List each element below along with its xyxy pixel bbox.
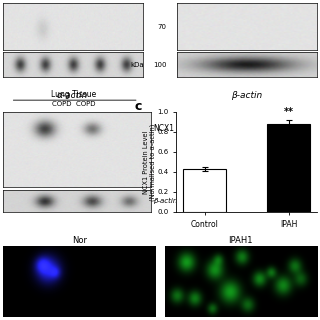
Text: Lung Tissue: Lung Tissue	[51, 90, 97, 99]
Text: COPD  COPD: COPD COPD	[52, 101, 96, 107]
Bar	[267, 124, 310, 212]
Title: IPAH1: IPAH1	[228, 236, 253, 245]
Text: β-actin: β-actin	[154, 198, 178, 204]
Text: B: B	[0, 225, 1, 238]
Y-axis label: NCX1 Protein Level
(Normalised to α-actin): NCX1 Protein Level (Normalised to α-acti…	[143, 123, 156, 201]
Text: c: c	[134, 100, 142, 113]
Text: 100: 100	[153, 62, 166, 68]
Text: kDa: kDa	[130, 62, 144, 68]
Title: Nor: Nor	[72, 236, 87, 245]
Bar	[183, 169, 227, 212]
Text: 70: 70	[157, 24, 166, 30]
Text: α-actin: α-actin	[57, 92, 89, 100]
Text: **: **	[284, 107, 293, 117]
Text: NCX1: NCX1	[154, 124, 174, 133]
Text: β-actin: β-actin	[231, 92, 263, 100]
